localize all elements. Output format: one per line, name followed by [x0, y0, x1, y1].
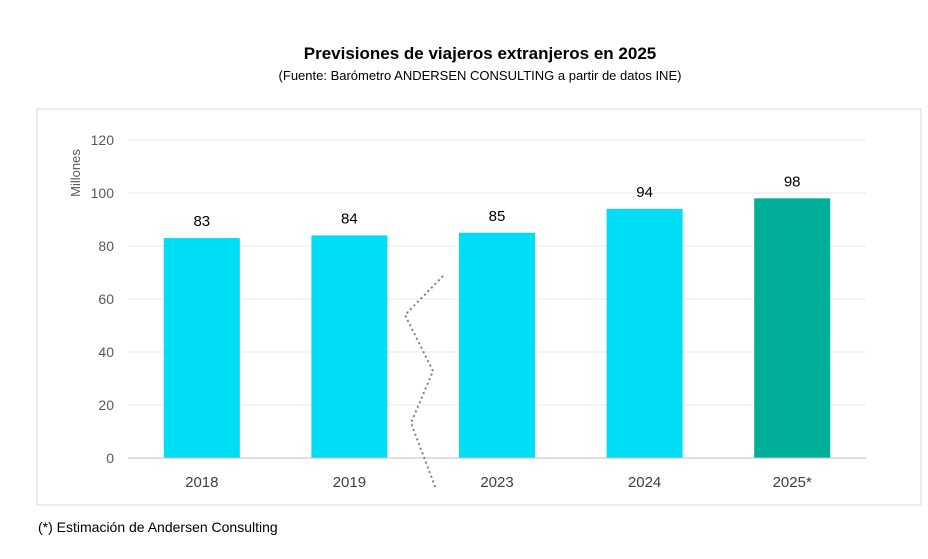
y-tick-label: 20: [98, 397, 114, 413]
y-axis-label: Millones: [68, 149, 83, 197]
bar-2019: [311, 235, 388, 458]
y-tick-label: 0: [106, 450, 114, 466]
data-label: 83: [193, 213, 210, 230]
y-tick-label: 80: [98, 238, 114, 254]
y-tick-label: 120: [91, 132, 115, 148]
y-tick-label: 40: [98, 344, 114, 360]
data-label: 94: [636, 184, 653, 201]
y-tick-label: 100: [91, 185, 115, 201]
plot-frame: [36, 108, 922, 506]
data-label: 98: [784, 173, 801, 190]
bar-2024: [606, 208, 683, 458]
data-label: 84: [341, 210, 358, 227]
x-tick-label: 2024: [628, 474, 661, 491]
footnote: (*) Estimación de Andersen Consulting: [38, 519, 278, 535]
bar-2018: [163, 238, 240, 458]
chart-title: Previsiones de viajeros extranjeros en 2…: [303, 44, 657, 63]
x-axis-ticks: 2018 2019 2023 2024 2025*: [185, 474, 812, 491]
x-tick-label: 2018: [185, 474, 218, 491]
x-tick-label: 2019: [333, 474, 366, 491]
x-tick-label: 2023: [480, 474, 513, 491]
axis-break-line: [403, 275, 444, 490]
chart-subtitle: (Fuente: Barómetro ANDERSEN CONSULTING a…: [278, 68, 682, 83]
bars: [163, 198, 831, 459]
bar-2025: [754, 198, 831, 459]
bar-2023: [459, 232, 535, 458]
x-tick-label: 2025*: [773, 474, 812, 491]
y-axis-ticks: 0 20 40 60 80 100 120: [91, 132, 115, 466]
data-labels: 83 84 85 94 98: [193, 173, 800, 230]
data-label: 85: [489, 208, 506, 225]
y-tick-label: 60: [98, 291, 114, 307]
